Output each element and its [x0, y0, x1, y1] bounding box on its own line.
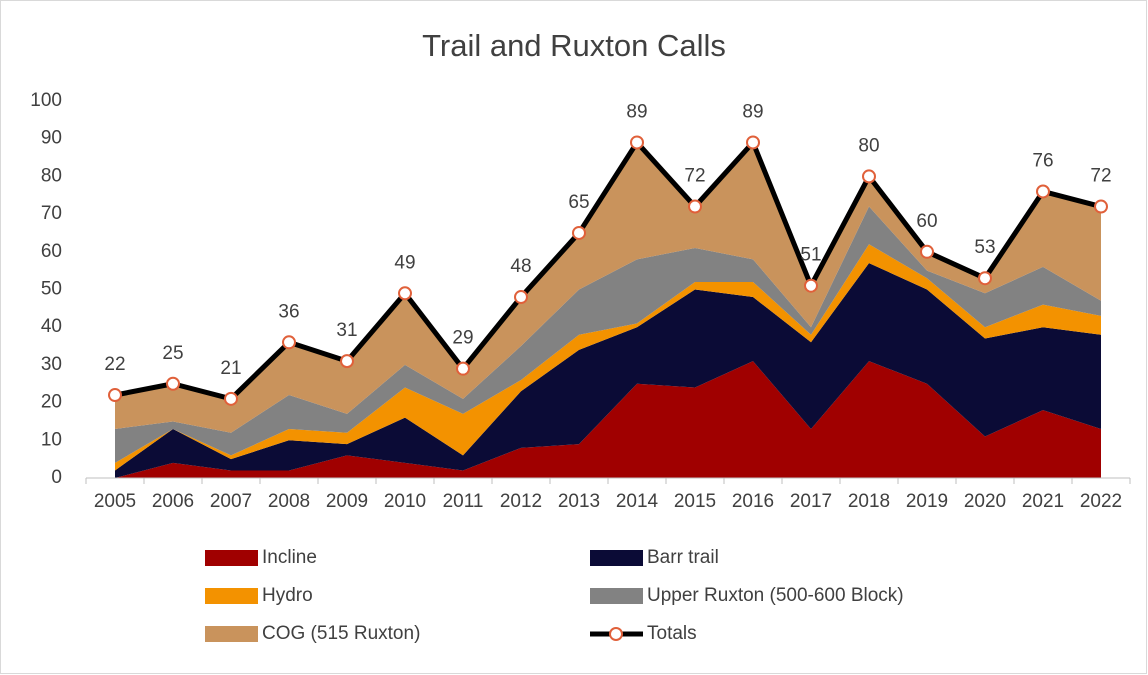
y-tick-label: 30 [41, 354, 62, 375]
total-marker [456, 361, 470, 376]
x-tick-label: 2020 [964, 491, 1006, 512]
data-label: 51 [800, 245, 821, 266]
total-marker [1094, 199, 1108, 214]
x-tick-label: 2012 [500, 491, 542, 512]
x-tick-label: 2007 [210, 491, 252, 512]
x-tick-label: 2006 [152, 491, 194, 512]
area [115, 244, 1101, 471]
data-label: 60 [916, 211, 937, 232]
legend-swatch [609, 627, 623, 641]
total-marker [862, 169, 876, 184]
data-label: 48 [510, 256, 531, 277]
data-label: 22 [104, 354, 125, 375]
x-tick-label: 2011 [443, 491, 484, 512]
data-label: 29 [452, 328, 473, 349]
total-line [114, 139, 1102, 402]
total-marker [630, 135, 644, 150]
total-marker [572, 225, 586, 240]
data-label: 21 [220, 358, 241, 379]
area [115, 263, 1101, 478]
x-tick-label: 2009 [326, 491, 368, 512]
data-label: 76 [1032, 150, 1053, 171]
x-tick-label: 2005 [94, 491, 136, 512]
data-label: 89 [742, 101, 763, 122]
data-label: 72 [1090, 166, 1111, 187]
total-marker [108, 388, 122, 403]
legend-swatch [205, 550, 258, 566]
total-marker [920, 244, 934, 259]
y-tick-label: 70 [41, 203, 62, 224]
x-tick-label: 2010 [384, 491, 426, 512]
area [115, 142, 1101, 433]
y-tick-label: 20 [41, 392, 62, 413]
x-tick-label: 2018 [848, 491, 890, 512]
total-marker [340, 354, 354, 369]
data-label: 53 [974, 237, 995, 258]
data-label: 49 [394, 252, 415, 273]
legend-label: COG (515 Ruxton) [262, 623, 420, 644]
data-label: 25 [162, 343, 183, 364]
area [115, 206, 1101, 463]
y-tick-label: 0 [51, 467, 62, 488]
y-tick-label: 80 [41, 165, 62, 186]
data-label: 36 [278, 301, 299, 322]
legend-label: Hydro [262, 585, 313, 606]
total-marker [166, 376, 180, 391]
y-tick-label: 90 [41, 128, 62, 149]
legend-label: Upper Ruxton (500-600 Block) [647, 585, 904, 606]
y-tick-label: 50 [41, 279, 62, 300]
total-marker [224, 391, 238, 406]
y-tick-label: 10 [41, 429, 62, 450]
total-marker [514, 290, 528, 305]
total-marker [1036, 184, 1050, 199]
total-marker [282, 335, 296, 350]
y-tick-label: 100 [30, 90, 62, 111]
data-label: 89 [626, 101, 647, 122]
area [115, 361, 1101, 478]
x-tick-label: 2016 [732, 491, 774, 512]
x-tick-label: 2015 [674, 491, 716, 512]
x-tick-label: 2021 [1022, 491, 1064, 512]
y-tick-label: 60 [41, 241, 62, 262]
x-tick-label: 2013 [558, 491, 600, 512]
chart-title: Trail and Ruxton Calls [422, 28, 726, 63]
legend-swatch [205, 588, 258, 604]
data-label: 72 [684, 166, 705, 187]
legend-label: Barr trail [647, 547, 719, 568]
x-tick-label: 2008 [268, 491, 310, 512]
legend-swatch [205, 626, 258, 642]
x-tick-label: 2022 [1080, 491, 1122, 512]
legend-label: Totals [647, 623, 697, 644]
total-marker [804, 278, 818, 293]
total-marker [688, 199, 702, 214]
data-label: 65 [568, 192, 589, 213]
x-tick-label: 2014 [616, 491, 659, 512]
x-tick-label: 2017 [790, 491, 832, 512]
total-marker [978, 271, 992, 286]
legend-swatch [590, 550, 643, 566]
legend-swatch [590, 588, 643, 604]
total-marker [746, 135, 760, 150]
y-tick-label: 40 [41, 316, 62, 337]
x-tick-label: 2019 [906, 491, 948, 512]
legend-label: Incline [262, 547, 317, 568]
total-marker [398, 286, 412, 301]
data-label: 80 [858, 135, 879, 156]
data-label: 31 [336, 320, 357, 341]
